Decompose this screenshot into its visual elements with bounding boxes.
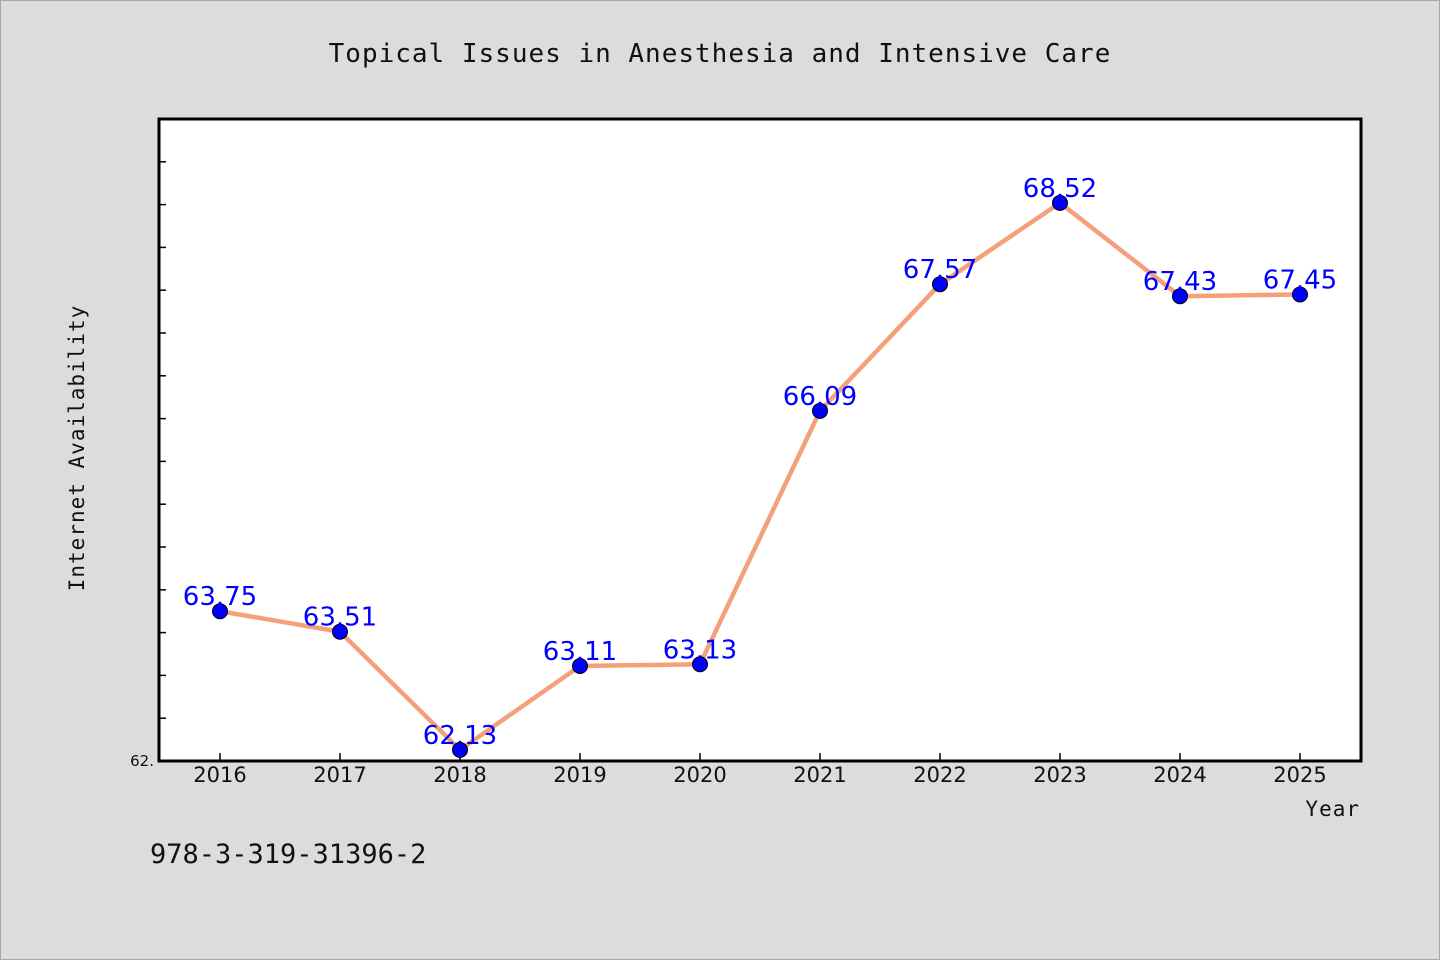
data-point-marker	[1292, 286, 1308, 303]
isbn-text: 978-3-319-31396-2	[150, 839, 426, 870]
x-tick-label: 2020	[673, 763, 726, 787]
data-label: 68.52	[1023, 174, 1097, 204]
data-point-marker	[812, 402, 828, 419]
y-axis-min-label: 62.	[130, 752, 154, 770]
data-labels: 63.75 63.51 62.13 63.11 63.13 66.09 67.57 68.52…	[183, 174, 1337, 751]
x-axis-ticks	[219, 753, 1301, 761]
data-point-marker	[332, 623, 348, 640]
data-label: 63.11	[543, 637, 617, 667]
data-label: 66.09	[783, 382, 857, 412]
series-markers	[212, 194, 1308, 758]
data-point-marker	[1052, 194, 1068, 211]
plot-area	[157, 117, 1363, 763]
x-tick-label: 2025	[1273, 763, 1326, 787]
data-point-marker	[1172, 288, 1188, 305]
x-tick-label: 2016	[193, 763, 246, 787]
data-point-marker	[692, 656, 708, 673]
x-tick-label: 2022	[913, 763, 966, 787]
data-point-marker	[932, 276, 948, 293]
y-axis-ticks	[159, 161, 166, 762]
x-tick-label: 2024	[1153, 763, 1206, 787]
x-axis-tick-labels: 2016 2017 2018 2019 2020 2021 2022 2023 2024 2025	[193, 763, 1326, 787]
data-label: 63.13	[663, 635, 737, 665]
data-label: 63.75	[183, 582, 257, 612]
data-label: 62.13	[423, 721, 497, 751]
data-label: 67.43	[1143, 267, 1217, 297]
x-tick-label: 2017	[313, 763, 366, 787]
data-label: 63.51	[303, 603, 377, 633]
data-label: 67.57	[903, 255, 977, 285]
x-tick-label: 2018	[433, 763, 486, 787]
x-tick-label: 2019	[553, 763, 606, 787]
y-axis-title: Internet Availability	[65, 305, 89, 592]
data-point-marker	[452, 741, 468, 758]
data-point-marker	[212, 603, 228, 620]
x-tick-label: 2023	[1033, 763, 1086, 787]
data-label: 67.45	[1263, 265, 1337, 295]
x-axis-title: Year	[1305, 797, 1360, 821]
data-point-marker	[572, 657, 588, 674]
x-tick-label: 2021	[793, 763, 846, 787]
series-line	[217, 200, 1303, 753]
chart-title: Topical Issues in Anesthesia and Intensi…	[329, 39, 1112, 69]
